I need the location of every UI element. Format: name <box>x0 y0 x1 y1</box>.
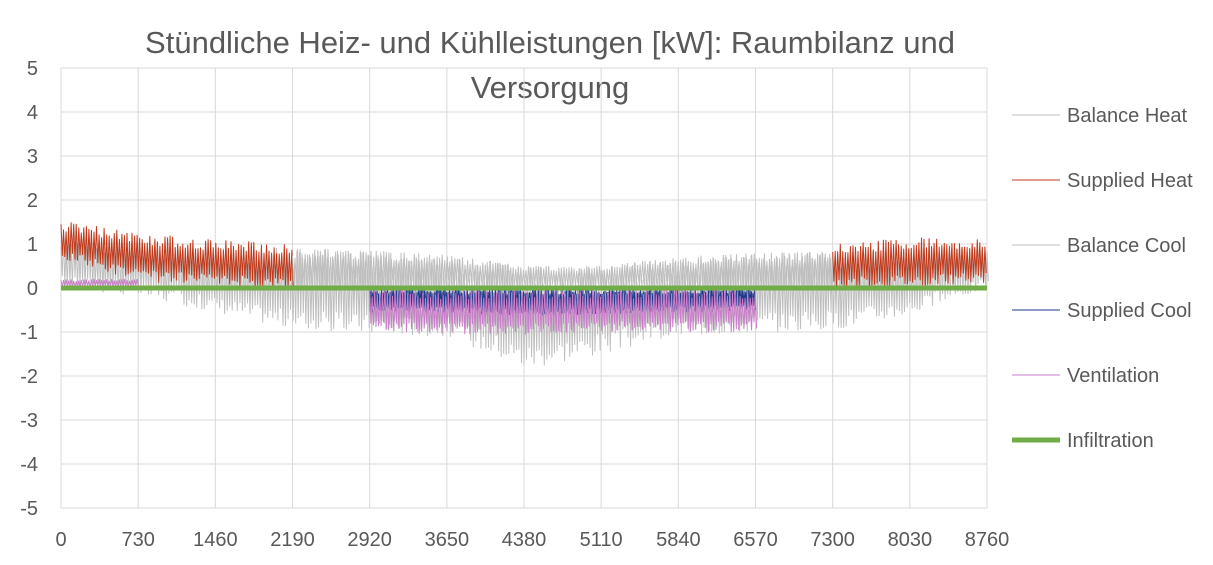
x-tick-label: 730 <box>121 529 154 551</box>
x-tick-label: 1460 <box>193 529 238 551</box>
legend-label: Balance Heat <box>1067 105 1188 127</box>
plot-area <box>60 222 989 366</box>
chart-title-line-2: Versorgung <box>471 70 630 105</box>
legend-label: Supplied Cool <box>1067 300 1192 322</box>
axes: 0 730 1460 2190 2920 3650 4380 5110 5840 6570 7300… <box>20 58 1009 551</box>
x-tick-label: 5110 <box>580 529 623 551</box>
y-tick-label: 1 <box>27 234 38 256</box>
legend: Balance Heat Supplied Heat Balance Cool Sup… <box>1012 105 1193 452</box>
y-tick-label: -3 <box>20 410 38 432</box>
y-tick-label: 0 <box>27 278 38 300</box>
y-tick-label: 4 <box>27 102 38 124</box>
x-tick-label: 5840 <box>656 529 701 551</box>
x-tick-label: 3650 <box>425 529 470 551</box>
x-tick-label: 2920 <box>347 529 392 551</box>
legend-label: Infiltration <box>1067 430 1154 452</box>
x-tick-label: 0 <box>55 529 66 551</box>
y-tick-label: -1 <box>20 322 38 344</box>
series-line-1 <box>60 222 987 288</box>
legend-label: Ventilation <box>1067 365 1159 387</box>
y-tick-label: 5 <box>27 58 38 80</box>
x-tick-label: 8030 <box>888 529 933 551</box>
legend-label: Supplied Heat <box>1067 170 1193 192</box>
chart-title-line-1: Stündliche Heiz- und Kühlleistungen [kW]… <box>145 25 955 60</box>
x-tick-label: 7300 <box>810 529 855 551</box>
x-tick-label: 6570 <box>733 529 778 551</box>
y-tick-label: -4 <box>20 454 38 476</box>
y-tick-label: -5 <box>20 498 38 520</box>
x-tick-label: 8760 <box>965 529 1010 551</box>
series-line-2 <box>292 248 833 289</box>
legend-label: Balance Cool <box>1067 235 1186 257</box>
x-tick-label: 2190 <box>270 529 315 551</box>
y-tick-label: 2 <box>27 190 38 212</box>
x-tick-label: 4380 <box>502 529 547 551</box>
series-line-0 <box>60 235 989 366</box>
y-tick-label: -2 <box>20 366 38 388</box>
y-tick-label: 3 <box>27 146 38 168</box>
